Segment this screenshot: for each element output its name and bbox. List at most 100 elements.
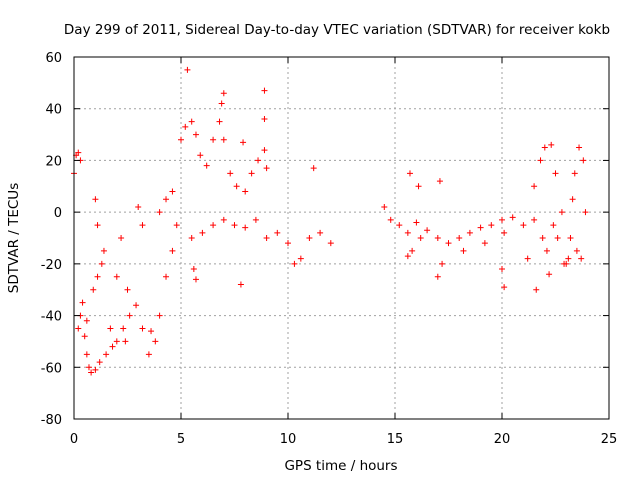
data-point [460,247,467,254]
data-point [548,141,555,148]
data-point [580,157,587,164]
data-point [190,266,197,273]
data-point [263,235,270,241]
data-point [83,351,90,358]
data-point [83,317,90,324]
data-point [537,157,544,164]
y-tick-label: -20 [41,258,62,273]
data-point [220,216,227,223]
data-point [242,188,249,195]
data-point [263,165,270,172]
data-point [210,222,217,229]
data-point [561,260,568,267]
data-point [434,273,441,280]
data-point [439,260,446,267]
data-point [501,229,508,236]
data-point [75,149,82,156]
data-point [145,351,152,358]
data-point [539,235,546,241]
data-point [466,229,473,236]
data-point [417,235,424,241]
x-axis-title: GPS time / hours [284,458,397,474]
data-point [396,222,403,229]
data-point [188,118,195,125]
data-point [220,90,227,97]
data-point [242,224,249,231]
data-point [406,170,413,177]
data-point [199,229,206,236]
data-point [582,209,589,216]
x-tick-label: 25 [601,432,618,447]
data-points [71,66,589,376]
data-point [231,222,238,229]
data-point [436,178,443,185]
data-point [107,325,114,332]
data-point [387,216,394,223]
data-point [216,118,223,125]
data-point [578,255,585,262]
data-point [531,216,538,223]
y-tick-label: -80 [41,413,62,428]
data-point [92,196,99,203]
data-point [520,222,527,229]
data-point [103,351,110,358]
data-point [210,136,217,143]
data-point [156,209,163,216]
data-point [569,196,576,203]
data-point [297,255,304,262]
y-tick-label: 60 [45,51,62,66]
data-point [233,183,240,190]
data-point [96,359,103,366]
data-point [571,170,578,177]
y-tick-label: 40 [45,103,62,118]
data-point [499,266,505,273]
data-point [567,235,574,241]
y-axis-title: SDTVAR / TECUs [6,183,22,293]
data-point [156,312,163,319]
data-point [197,152,204,159]
data-point [182,123,189,130]
data-point [133,302,140,309]
data-point [152,338,159,345]
data-point [409,247,416,254]
data-point [565,255,572,262]
data-point [227,170,234,177]
data-point [139,325,146,332]
data-point [558,209,565,216]
series-1 [156,66,334,288]
data-point [509,214,516,221]
data-point [240,139,247,146]
data-point [291,260,298,267]
y-axis-ticks: -80 -60 -40 -20 0 20 40 60 [41,51,609,428]
data-point [113,338,120,345]
data-point [192,131,199,138]
data-point [139,222,146,229]
data-point [554,235,561,241]
data-point [477,224,484,231]
data-point [178,136,184,143]
data-point [499,216,505,223]
data-point [531,183,538,190]
data-point [327,240,334,247]
data-point [573,247,580,254]
data-point [501,284,508,291]
x-tick-label: 10 [280,432,297,447]
data-point [255,157,262,164]
x-axis-ticks: 0 5 10 15 20 25 [70,57,617,447]
data-point [88,369,95,376]
data-point [261,147,268,154]
data-point [124,286,131,293]
data-point [310,165,317,172]
data-point [261,87,268,94]
data-point [218,100,225,107]
data-point [120,325,127,332]
plot-frame [73,56,610,420]
data-point [92,366,99,373]
data-point [81,333,88,340]
data-point [274,229,281,236]
data-point [552,170,559,177]
data-point [169,247,176,254]
data-point [456,235,463,241]
y-tick-label: 0 [54,206,62,221]
data-point [173,222,180,229]
